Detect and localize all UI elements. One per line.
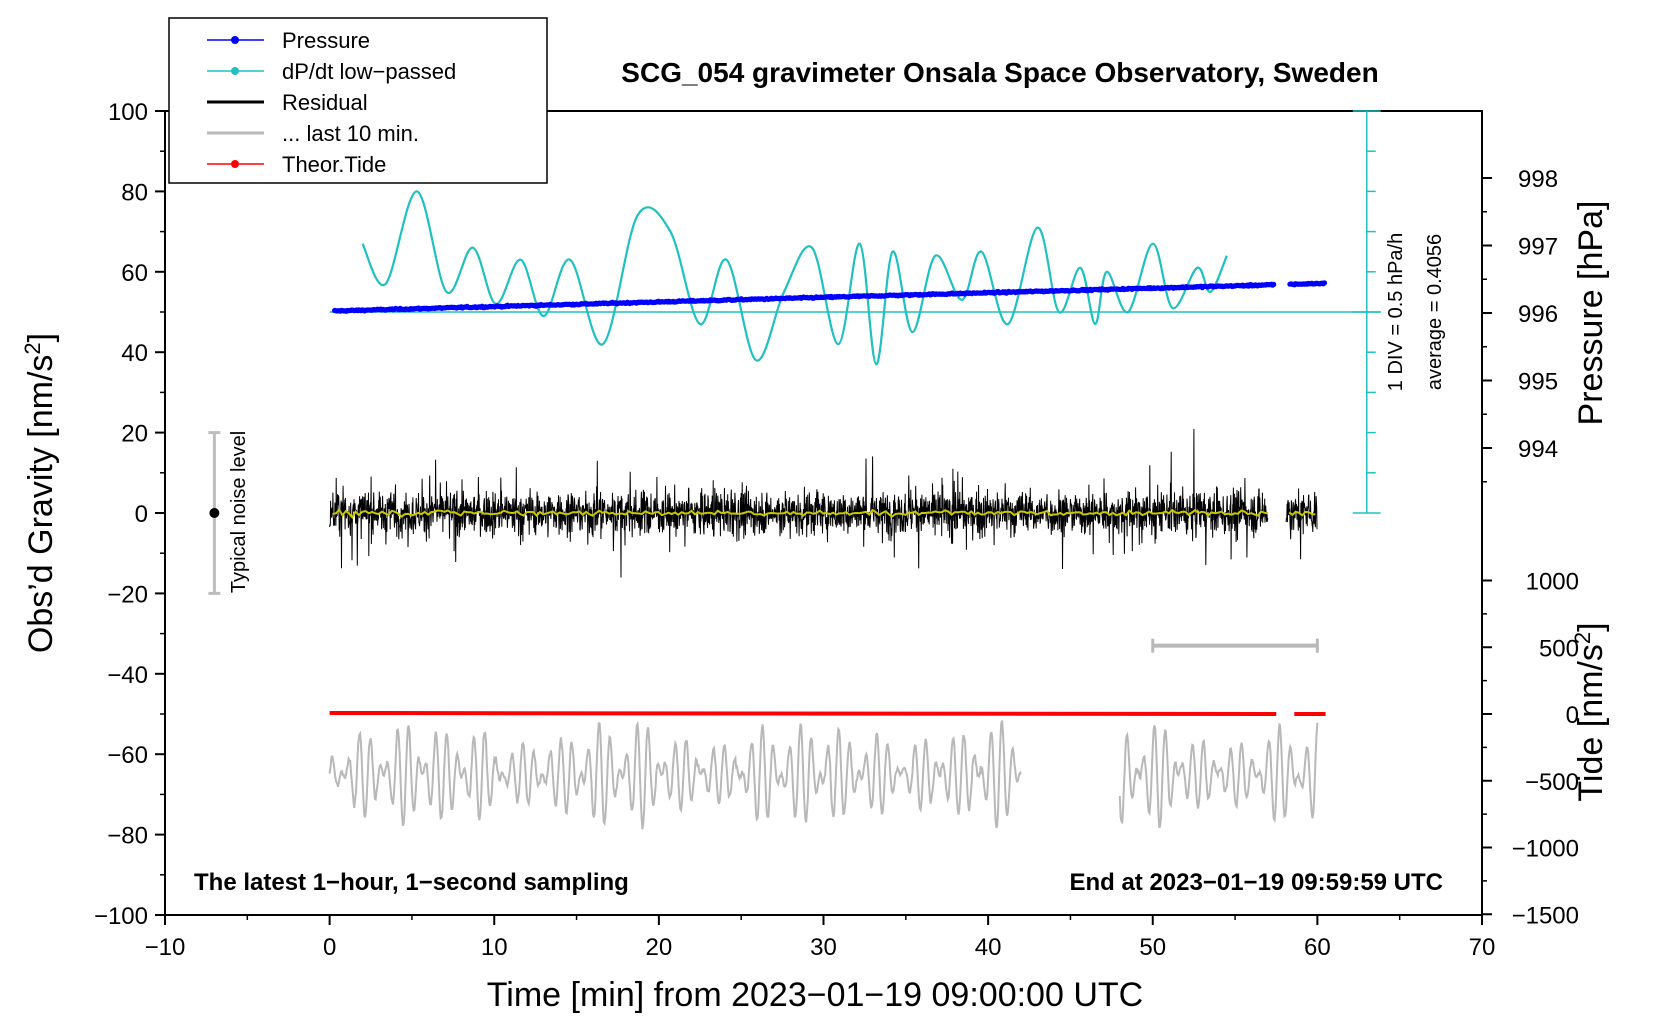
y-axis-title: Obs’d Gravity [nm/s2] [20, 333, 60, 653]
x-tick-label: 0 [323, 934, 336, 961]
y-tick-label: −80 [107, 823, 148, 850]
tide-tick-label: 1000 [1526, 569, 1579, 596]
pressure-series [332, 280, 1328, 314]
tide-axis-title: Tide [nm/s2] [1570, 622, 1610, 801]
y-tick-label: −20 [107, 581, 148, 608]
annotations-layer [208, 431, 1319, 653]
legend-marker [231, 160, 239, 168]
x-tick-label: −10 [145, 934, 186, 961]
x-tick-label: 70 [1469, 934, 1496, 961]
tide-tick-label: −1000 [1512, 836, 1579, 863]
pressure-point [1271, 281, 1277, 287]
y-tick-label: −60 [107, 742, 148, 769]
pressure-point [1321, 280, 1328, 286]
dpdt-average-label: average = 0.4056 [1424, 234, 1446, 390]
tide-tick-label: 500 [1539, 635, 1579, 662]
legend-label: ... last 10 min. [282, 121, 419, 146]
pressure-axis-title: Pressure [hPa] [1572, 201, 1610, 426]
series-layer [328, 110, 1381, 830]
bottom-right-note: End at 2023−01−19 09:59:59 UTC [1069, 869, 1443, 896]
tide-axis-ticks: 1000 500 0 −500 −1000 −1500 [1482, 569, 1579, 929]
legend: Pressure dP/dt low−passed Residual ... last… [168, 17, 548, 184]
y-axis-ticks: 100 80 60 40 20 0 −20 −40 −60 −80 −100 [94, 99, 165, 930]
x-tick-label: 50 [1139, 934, 1166, 961]
x-tick-label: 40 [975, 934, 1002, 961]
pressure-tick-label: 998 [1518, 166, 1558, 193]
tide-axis-title-sup: 2 [1570, 632, 1595, 644]
y-axis-title-sup: 2 [20, 342, 45, 354]
y-tick-label: −100 [94, 903, 148, 930]
y-tick-label: 40 [121, 340, 148, 367]
y-tick-label: 80 [121, 179, 148, 206]
y-axis-title-end: ] [22, 333, 60, 342]
pressure-tick-label: 997 [1518, 234, 1558, 261]
y-tick-label: 20 [121, 421, 148, 448]
legend-marker [231, 67, 239, 75]
pressure-tick-label: 994 [1518, 436, 1558, 463]
y-tick-label: −40 [107, 662, 148, 689]
x-tick-label: 30 [810, 934, 837, 961]
y-tick-label: 100 [108, 99, 148, 126]
tide-tick-label: −1500 [1512, 902, 1579, 929]
last10-series-line [328, 720, 1022, 830]
legend-label: dP/dt low−passed [282, 59, 456, 84]
legend-label: Pressure [282, 28, 370, 53]
tide-axis-title-end: ] [1572, 622, 1610, 631]
pressure-tick-label: 996 [1518, 301, 1558, 328]
tide-series-line [329, 711, 1277, 716]
x-tick-label: 60 [1304, 934, 1331, 961]
y-tick-label: 0 [135, 501, 148, 528]
x-tick-label: 10 [481, 934, 508, 961]
noise-level-label: Typical noise level [228, 431, 250, 593]
pressure-axis-ticks: 998 997 996 995 994 [1482, 166, 1558, 483]
dpdt-series-line [361, 190, 1228, 366]
legend-marker [231, 36, 239, 44]
bottom-left-note: The latest 1−hour, 1−second sampling [194, 869, 629, 896]
last10-series-line [1118, 722, 1319, 829]
legend-label: Theor.Tide [282, 152, 386, 177]
x-axis-title: Time [min] from 2023−01−19 09:00:00 UTC [487, 976, 1143, 1014]
residual-series-line [329, 429, 1318, 578]
residual-smoothed-line [332, 508, 1316, 520]
tide-tick-label: 0 [1566, 702, 1579, 729]
x-axis-ticks: −10 0 10 20 30 40 50 60 70 [145, 915, 1496, 961]
noise-center-dot [209, 508, 220, 518]
pressure-tick-label: 995 [1518, 369, 1558, 396]
tide-axis-title-main: Tide [nm/s [1572, 644, 1610, 801]
y-tick-label: 60 [121, 260, 148, 287]
y-axis-title-main: Obs’d Gravity [nm/s [22, 355, 60, 654]
dpdt-scale-label: 1 DIV = 0.5 hPa/h [1385, 233, 1407, 391]
legend-label: Residual [282, 90, 368, 115]
x-tick-label: 20 [646, 934, 673, 961]
tide-tick-label: −500 [1525, 769, 1579, 796]
chart-title: SCG_054 gravimeter Onsala Space Observat… [621, 57, 1378, 88]
